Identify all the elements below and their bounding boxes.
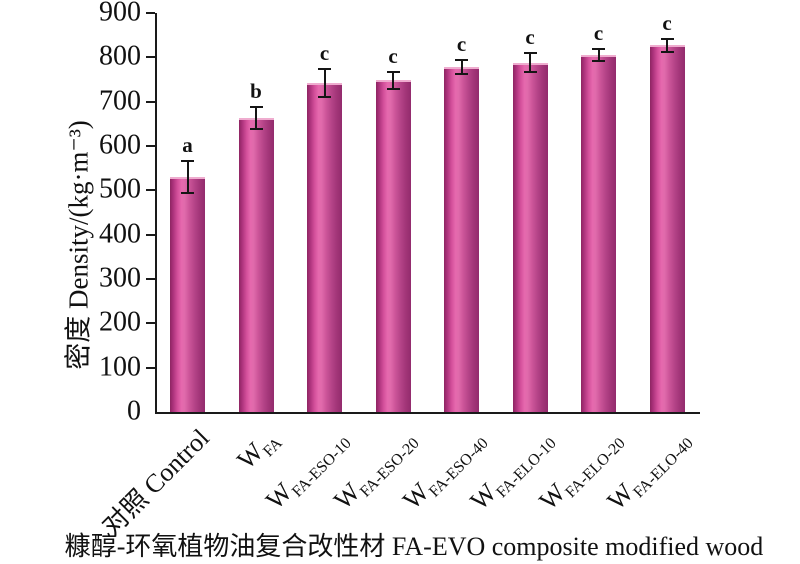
y-tick-label: 100 [99, 351, 141, 383]
bar [512, 62, 548, 412]
error-bar [392, 71, 394, 90]
x-tick-label-main: W [601, 477, 640, 516]
error-bar [597, 49, 600, 61]
y-axis-label: 密度 Density/(kg·m⁻³) [63, 120, 94, 370]
error-bar-cap [455, 59, 468, 62]
error-bar [529, 52, 531, 73]
error-bar [666, 39, 668, 52]
y-tick [146, 12, 155, 14]
bar [444, 67, 479, 412]
x-tick-label-main: W [464, 477, 503, 516]
error-bar-cap [249, 105, 263, 108]
y-tick-label: 700 [99, 85, 141, 117]
error-bar [255, 106, 257, 130]
error-bar-cap [318, 67, 331, 70]
x-tick-label-main: W [532, 477, 571, 516]
figure-caption: 糠醇-环氧植物油复合改性材 FA-EVO composite modified … [64, 532, 764, 561]
y-tick [146, 189, 155, 192]
x-tick-label-main: W [259, 477, 298, 516]
error-bar-cap [660, 50, 674, 53]
y-tick-label: 600 [99, 129, 141, 161]
bar [307, 83, 342, 412]
error-bar-cap [523, 51, 537, 54]
y-tick-label: 500 [99, 173, 141, 205]
bar [170, 177, 205, 412]
bar [581, 55, 616, 412]
y-tick [146, 322, 155, 325]
error-bar-cap [249, 128, 263, 131]
y-tick-label: 800 [99, 40, 141, 72]
bar [238, 118, 274, 412]
error-bar-cap [592, 48, 605, 51]
bar [649, 45, 685, 412]
error-bar [460, 60, 463, 74]
significance-letter: c [456, 32, 467, 57]
plot-area: 0 100 200 300 400 500 600 700 800 900 a b c c c c c c [99, 0, 700, 425]
error-bar-cap [455, 72, 468, 75]
x-tick-label-main: W [396, 477, 435, 516]
y-tick [146, 145, 155, 147]
y-tick-label: 200 [99, 306, 141, 338]
significance-letter: a [182, 133, 193, 158]
y-tick-label: 900 [99, 0, 141, 28]
error-bar-cap [181, 160, 194, 163]
y-tick [146, 366, 155, 369]
significance-letter: c [319, 40, 330, 65]
error-bar-cap [386, 70, 400, 73]
significance-letter: c [662, 11, 672, 36]
error-bar-cap [660, 38, 674, 41]
x-tick-label-main: W [328, 477, 366, 516]
y-tick [146, 100, 155, 103]
error-bar-cap [318, 96, 331, 99]
error-bar [323, 68, 326, 98]
x-tick-label-sub: FA-ELO-40 [630, 434, 697, 502]
significance-letter: c [525, 24, 535, 49]
y-tick-label: 400 [99, 218, 141, 250]
significance-letter: b [250, 78, 262, 103]
x-tick-label-main: W [231, 436, 270, 475]
bar [375, 80, 411, 412]
error-bar-cap [592, 59, 605, 62]
y-tick [146, 233, 155, 236]
y-tick [146, 56, 155, 59]
error-bar [186, 161, 189, 193]
significance-letter: c [388, 43, 398, 68]
error-bar-cap [181, 191, 194, 194]
error-bar-cap [523, 71, 537, 74]
significance-letter: c [593, 21, 604, 46]
y-tick-label: 0 [127, 395, 141, 427]
y-tick [146, 278, 155, 280]
y-tick-label: 300 [99, 262, 141, 294]
error-bar-cap [386, 88, 400, 91]
